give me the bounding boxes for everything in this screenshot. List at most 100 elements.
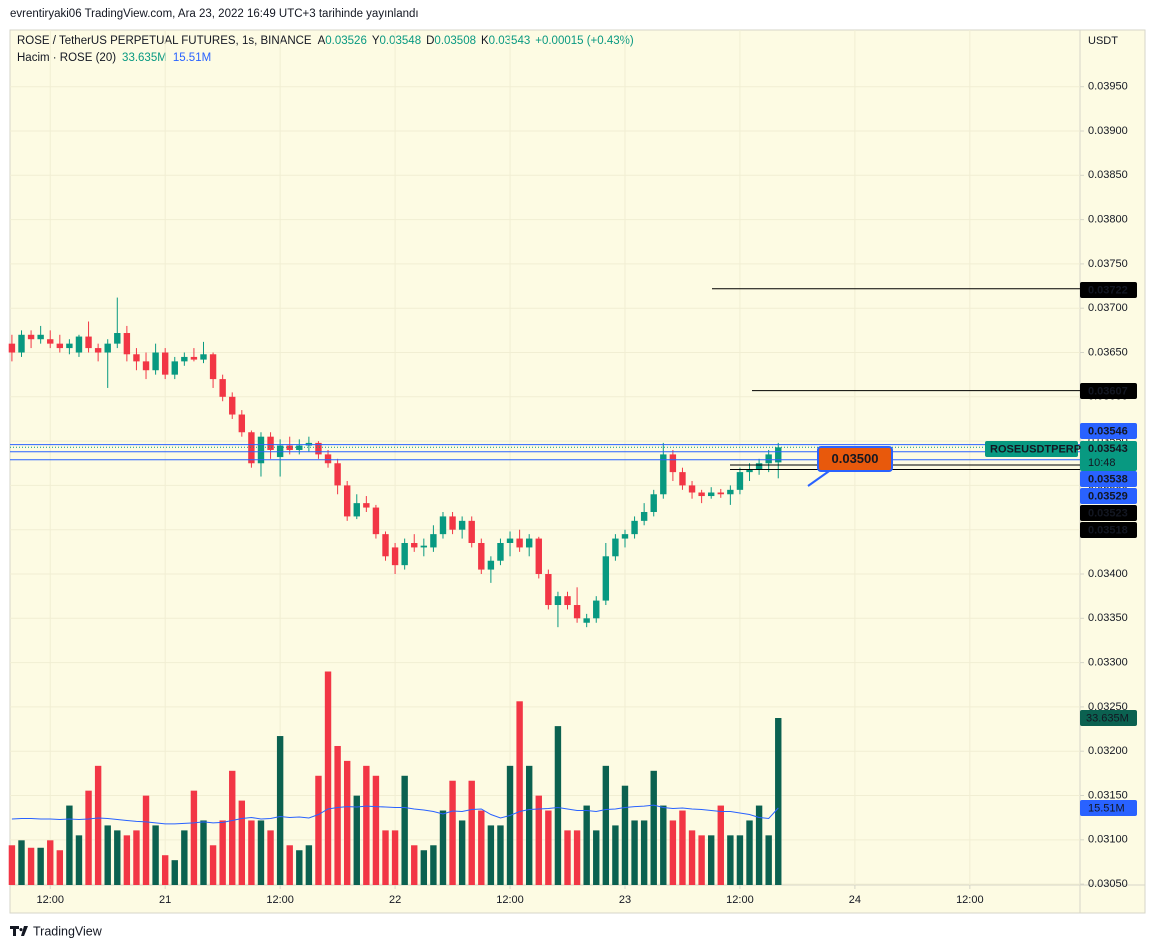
candle-body: [640, 511, 648, 521]
candle-body: [190, 356, 198, 360]
y-tick-label: 0.03750: [1088, 258, 1128, 270]
volume-label: 33.635M: [1086, 712, 1129, 724]
volume-bar: [315, 775, 322, 885]
volume-bar: [324, 671, 332, 885]
candle-body: [248, 432, 255, 464]
volume-bar: [430, 845, 437, 885]
y-tick-label: 0.03200: [1088, 745, 1128, 757]
candle-body: [142, 361, 150, 371]
volume-bar: [593, 830, 600, 885]
volume-bar: [650, 770, 657, 885]
volume-bar: [487, 825, 495, 885]
candle-body: [27, 334, 35, 340]
candle-body: [602, 556, 610, 601]
volume-label-box: [1080, 710, 1137, 727]
volume-bar: [478, 810, 485, 885]
volume-bar: [631, 820, 638, 885]
candle-body: [468, 520, 475, 543]
ohlc-key: K: [481, 35, 489, 47]
volume-bar: [18, 840, 25, 885]
candle-body: [755, 463, 763, 470]
candle-body: [583, 618, 590, 623]
currency-label: USDT: [1088, 35, 1118, 47]
volume-bar: [506, 765, 514, 885]
volume-bar: [171, 860, 178, 885]
price-line-label-box: [1080, 505, 1137, 521]
candle-body: [133, 354, 140, 362]
price-line-label-box: [1080, 423, 1137, 439]
volume-bar: [458, 820, 466, 885]
candle-body: [94, 348, 102, 353]
candle-body: [621, 534, 629, 539]
price-line-label-box: [1080, 383, 1137, 399]
price-line-label-box: [1080, 471, 1137, 487]
price-line-label-box: [1080, 282, 1137, 298]
candle-body: [114, 333, 121, 344]
volume-bar: [152, 825, 159, 885]
x-tick-label: 12:00: [266, 894, 294, 906]
y-tick-label: 0.03800: [1088, 214, 1128, 226]
y-tick-label: 0.03400: [1088, 568, 1128, 580]
volume-bar: [497, 825, 504, 885]
price-line-label: 0.03607: [1088, 385, 1128, 397]
candle-body: [238, 414, 246, 433]
ohlc-key: A: [318, 35, 326, 47]
candle-body: [123, 333, 131, 355]
volume-bar: [401, 775, 408, 885]
candle-body: [727, 489, 734, 495]
last-price-label: 0.03543: [1088, 443, 1128, 455]
volume-bar: [669, 820, 677, 885]
volume-bar: [47, 840, 54, 885]
annotation-box: [817, 446, 893, 472]
ohlc-value: 0.03508: [434, 35, 476, 47]
x-tick-label: 12:00: [36, 894, 64, 906]
volume-bar: [296, 850, 303, 885]
candle-body: [181, 356, 188, 362]
volume-bar: [382, 830, 389, 885]
volume-bar: [698, 835, 705, 885]
volume-bar: [660, 805, 667, 885]
candle-body: [372, 507, 380, 535]
candle-body: [8, 343, 16, 353]
candle-body: [324, 454, 332, 464]
volume-bar: [765, 835, 772, 885]
symbol-tag: ROSEUSDTPERP: [990, 443, 1081, 455]
volume-bar: [353, 795, 360, 885]
volume-bar: [602, 765, 610, 885]
volume-bar: [238, 800, 246, 885]
candle-body: [679, 472, 686, 486]
candle-body: [554, 596, 562, 606]
candle-body: [296, 445, 303, 450]
price-change: +0.00015 (+0.43%): [535, 35, 634, 47]
volume-bar: [621, 785, 629, 885]
volume-bar: [181, 830, 188, 885]
symbol-legend: ROSE / TetherUS PERPETUAL FUTURES, 1s, B…: [17, 35, 634, 47]
candle-body: [152, 352, 159, 371]
candle-body: [37, 334, 44, 340]
volume-bar: [755, 805, 763, 885]
price-line-label: 0.03546: [1088, 425, 1128, 437]
volume-bar: [746, 820, 753, 885]
volume-bar: [37, 847, 44, 885]
volume-bar: [679, 810, 686, 885]
volume-bar: [363, 765, 370, 885]
candle-body: [746, 469, 753, 473]
candle-body: [382, 534, 389, 557]
candle-body: [391, 547, 399, 566]
candle-body: [707, 492, 715, 497]
y-tick-label: 0.03250: [1088, 701, 1128, 713]
candle-body: [315, 442, 322, 455]
candle-body: [420, 545, 428, 548]
price-line-label-box: [1080, 488, 1137, 504]
candle-body: [104, 343, 111, 353]
x-tick-label: 22: [389, 894, 401, 906]
volume-bar: [267, 830, 274, 885]
candle-body: [439, 516, 447, 535]
candle-body: [75, 336, 83, 353]
candle-body: [612, 538, 619, 557]
volume-bar: [8, 845, 16, 885]
volume-bar: [219, 820, 226, 885]
volume-bar: [161, 855, 169, 885]
price-line-label: 0.03722: [1088, 284, 1128, 296]
x-tick-label: 12:00: [726, 894, 754, 906]
